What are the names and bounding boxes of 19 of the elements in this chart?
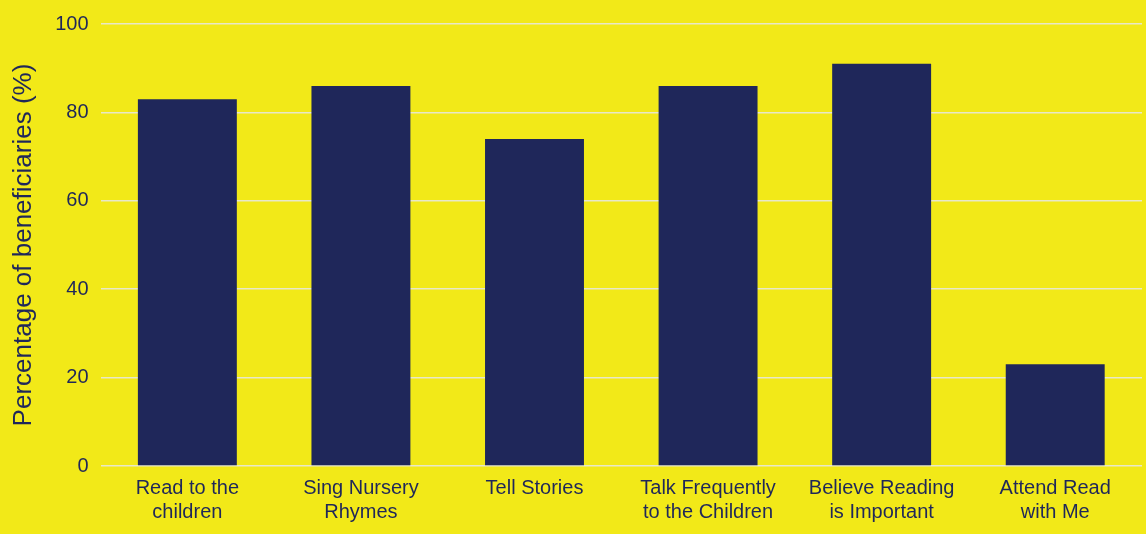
y-tick-label: 60 bbox=[66, 188, 89, 211]
bar bbox=[832, 63, 932, 466]
bar bbox=[658, 85, 758, 466]
x-tick-label: Talk Frequently to the Children bbox=[640, 475, 776, 522]
y-axis-title: Percentage of beneficiaries (%) bbox=[6, 63, 37, 427]
bar bbox=[485, 138, 584, 466]
x-tick-label: Tell Stories bbox=[485, 475, 584, 498]
y-tick-label: 100 bbox=[55, 11, 89, 34]
y-tick-label: 20 bbox=[66, 365, 89, 388]
y-tick-label: 0 bbox=[77, 453, 89, 476]
y-tick-label: 80 bbox=[66, 99, 89, 122]
y-tick-label: 40 bbox=[66, 276, 89, 299]
x-tick-label: Sing Nursery Rhymes bbox=[303, 475, 419, 522]
bar bbox=[1005, 364, 1105, 466]
x-tick-label: Attend Read with Me bbox=[999, 475, 1111, 522]
bar bbox=[311, 85, 411, 466]
x-tick-label: Believe Reading is Important bbox=[808, 475, 955, 522]
bar bbox=[137, 99, 237, 466]
x-tick-label: Read to the children bbox=[135, 475, 240, 522]
